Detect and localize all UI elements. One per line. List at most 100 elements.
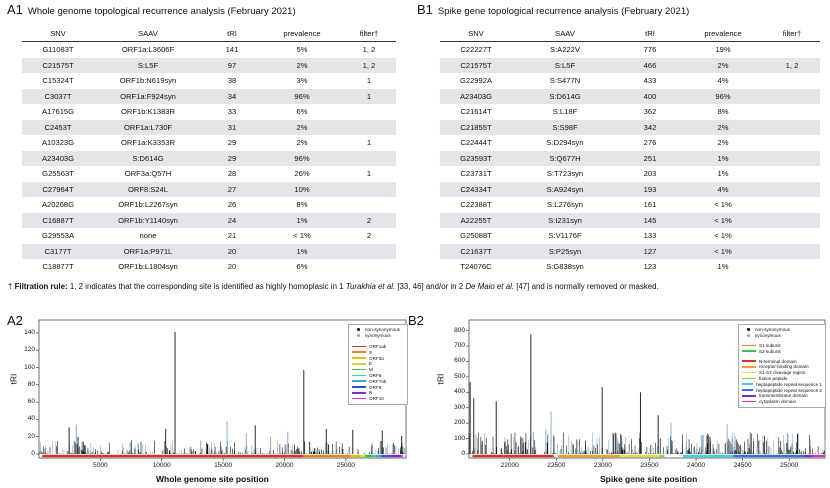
- table-a1: SNV SAAV tRI prevalence filter† G11083T O…: [22, 26, 396, 275]
- table-cell: [764, 243, 820, 259]
- table-cell: 141: [225, 45, 239, 55]
- table-cell: C3177T: [22, 243, 94, 259]
- trI-bars: [468, 334, 826, 454]
- table-row: C21575T S:L5F 466 2% 1, 2: [440, 57, 820, 73]
- x-tick-label: 10000: [152, 462, 171, 469]
- table-cell: 251: [618, 150, 682, 166]
- table-cell: A22255T: [440, 212, 512, 228]
- col-header-snv: SNV: [440, 26, 512, 42]
- y-tick-label: 80: [27, 380, 35, 388]
- table-cell: S:S477N: [549, 76, 581, 86]
- gene-region: [350, 454, 361, 458]
- table-row: A22255T S:I231syn 145 < 1%: [440, 212, 820, 228]
- gene-region: [659, 454, 665, 458]
- table-cell: 776: [643, 45, 657, 55]
- table-cell: 2%: [717, 138, 729, 148]
- table-row: G25088T S:V1176F 133 < 1%: [440, 228, 820, 244]
- legend-item: N-terminal domain: [742, 358, 822, 364]
- table-cell: S:D614G: [512, 88, 618, 104]
- table-cell: 96%: [682, 88, 764, 104]
- panel-a1-label: A1: [7, 2, 23, 17]
- table-cell: 1%: [717, 169, 729, 179]
- table-cell: 3%: [296, 76, 308, 86]
- table-cell: 33: [227, 107, 237, 117]
- legend-label: ORF3a: [369, 355, 384, 361]
- table-cell: C21575T: [22, 57, 94, 73]
- table-cell: S:I231syn: [512, 212, 618, 228]
- table-row: G11083T ORF1a:L3606F 141 5% 1, 2: [22, 42, 396, 58]
- table-cell: 5%: [296, 45, 308, 55]
- legend-swatch: [352, 368, 366, 371]
- table-cell: 10%: [262, 181, 342, 197]
- table-row: C15324T ORF1b:N619syn 38 3% 1: [22, 73, 396, 89]
- table-row: C24334T S:A924syn 193 4%: [440, 181, 820, 197]
- x-tick-label: 22500: [547, 462, 566, 469]
- table-cell: 1: [366, 76, 372, 86]
- table-cell: [342, 259, 396, 275]
- table-cell: [764, 166, 820, 182]
- legend-swatch: [742, 383, 754, 386]
- table-cell: [342, 197, 396, 213]
- table-cell: ORF1a:P971L: [94, 243, 202, 259]
- table-cell: C22444T: [460, 138, 492, 148]
- table-row: C21637T S:P25syn 127 < 1%: [440, 243, 820, 259]
- table-cell: C21575T: [440, 57, 512, 73]
- table-row: G22992A S:S477N 433 4%: [440, 73, 820, 89]
- gene-region: [361, 454, 364, 458]
- table-cell: 4%: [682, 181, 764, 197]
- legend-item-nonsyn: non-synonymous: [352, 327, 404, 333]
- table-cell: 161: [643, 200, 657, 210]
- table-cell: 133: [643, 231, 657, 241]
- legend-item: M: [352, 367, 404, 373]
- table-cell: S:T723syn: [546, 169, 584, 179]
- table-cell: S:P25syn: [512, 243, 618, 259]
- table-cell: [764, 150, 820, 166]
- table-cell: 433: [643, 76, 657, 86]
- table-b1: SNV SAAV tRI prevalence filter† C22227T S…: [440, 26, 820, 275]
- table-cell: 2: [342, 212, 396, 228]
- table-cell: 466: [618, 57, 682, 73]
- gene-region: [381, 454, 386, 458]
- table-cell: S:A222V: [550, 45, 580, 55]
- legend-swatch: [352, 386, 366, 388]
- table-cell: C3037T: [22, 88, 94, 104]
- table-cell: [342, 104, 396, 120]
- col-header-prevalence: prevalence: [682, 26, 764, 42]
- table-row: G25563T ORF3a:Q57H 28 26% 1: [22, 166, 396, 182]
- table-cell: [764, 42, 820, 58]
- table-cell: S:S98F: [512, 119, 618, 135]
- legend-item: N: [352, 390, 404, 396]
- legend-label: heptapeptide repeat sequence 2: [756, 387, 822, 393]
- gene-region: [803, 454, 813, 458]
- filtration-footnote: † Filtration rule: 1, 2 indicates that t…: [8, 282, 659, 291]
- y-tick-label: 800: [454, 326, 465, 334]
- col-header-saav: SAAV: [94, 26, 202, 42]
- table-row: A17615G ORF1b:K1383R 33 6%: [22, 104, 396, 120]
- table-row: C2453T ORF1a:L730F 31 2%: [22, 119, 396, 135]
- legend-swatch: [352, 374, 366, 377]
- table-row: C3177T ORF1a:P971L 20 1%: [22, 243, 396, 259]
- table-row: C22444T S:D294syn 276 2%: [440, 135, 820, 151]
- panel-a2-plot: [36, 319, 407, 461]
- legend-swatch: [352, 345, 366, 348]
- table-cell: < 1%: [682, 212, 764, 228]
- table-cell: T24076C: [460, 262, 492, 272]
- table-cell: [342, 150, 396, 166]
- gene-region: [620, 454, 659, 458]
- table-cell: 29: [202, 150, 262, 166]
- y-tick-label: 100: [24, 363, 35, 371]
- legend-label: S1 subunit: [759, 342, 781, 348]
- table-cell: C2453T: [22, 119, 94, 135]
- table-cell: S:V1176F: [548, 231, 582, 241]
- legend-swatch: [352, 380, 366, 383]
- y-tick-label: 500: [454, 372, 465, 380]
- table-cell: < 1%: [293, 231, 311, 241]
- x-tick-label: 5000: [93, 462, 108, 469]
- table-cell: 1, 2: [764, 57, 820, 73]
- gene-region: [364, 454, 373, 458]
- legend-item: heptapeptide repeat sequence 1: [742, 381, 822, 387]
- panel-b1-title: B1 Spike gene topological recurrence anal…: [417, 2, 689, 17]
- legend-item: cytoplasm domain: [742, 399, 822, 405]
- table-cell: G11083T: [42, 45, 74, 55]
- table-cell: [764, 73, 820, 89]
